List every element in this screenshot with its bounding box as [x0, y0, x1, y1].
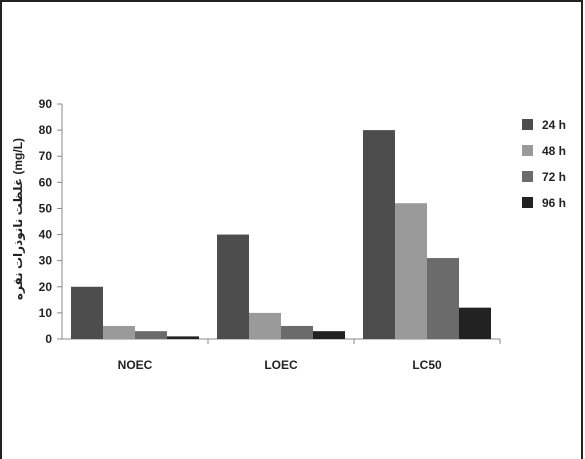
y-tick-label: 10	[39, 306, 53, 320]
y-tick-label: 90	[39, 97, 53, 111]
legend-swatch	[522, 171, 533, 182]
x-tick-label: LC50	[412, 358, 442, 372]
bar-lc50-48h	[395, 203, 427, 339]
bar-noec-96h	[167, 336, 199, 339]
y-tick-label: 80	[39, 123, 53, 137]
bar-noec-72h	[135, 331, 167, 339]
x-tick-labels: NOEC LOEC LC50	[118, 358, 442, 372]
legend-swatch	[522, 197, 533, 208]
legend-swatch	[522, 119, 533, 130]
bar-noec-48h	[103, 325, 135, 339]
y-tick-label: 20	[39, 280, 53, 294]
x-tick-label: LOEC	[264, 358, 298, 372]
bar-loec-24h	[217, 234, 249, 339]
legend-label: 48 h	[542, 144, 566, 158]
bar-lc50-72h	[427, 258, 459, 339]
y-tick-label: 40	[39, 228, 53, 242]
legend: 24 h 48 h 72 h 96 h	[522, 118, 566, 210]
bar-lc50-96h	[459, 307, 491, 339]
legend-label: 24 h	[542, 118, 566, 132]
legend-label: 72 h	[542, 170, 566, 184]
bar-loec-72h	[281, 325, 313, 339]
bar-loec-48h	[249, 312, 281, 339]
y-tick-label: 30	[39, 254, 53, 268]
bar-lc50-24h	[363, 130, 395, 339]
y-tick-label: 70	[39, 149, 53, 163]
legend-swatch	[522, 145, 533, 156]
bar-noec-24h	[71, 286, 103, 339]
y-tick-label: 0	[45, 332, 52, 346]
y-tick-labels: 0 10 20 30 40 50 60 70 80 90	[39, 97, 53, 346]
y-tick-label: 50	[39, 201, 53, 215]
legend-label: 96 h	[542, 196, 566, 210]
x-tick-label: NOEC	[118, 358, 153, 372]
bar-loec-96h	[313, 331, 345, 339]
y-tick-label: 60	[39, 175, 53, 189]
y-axis-label: غلظت نانوذرات نقره (mg/L)	[11, 138, 26, 300]
bars	[71, 130, 491, 339]
